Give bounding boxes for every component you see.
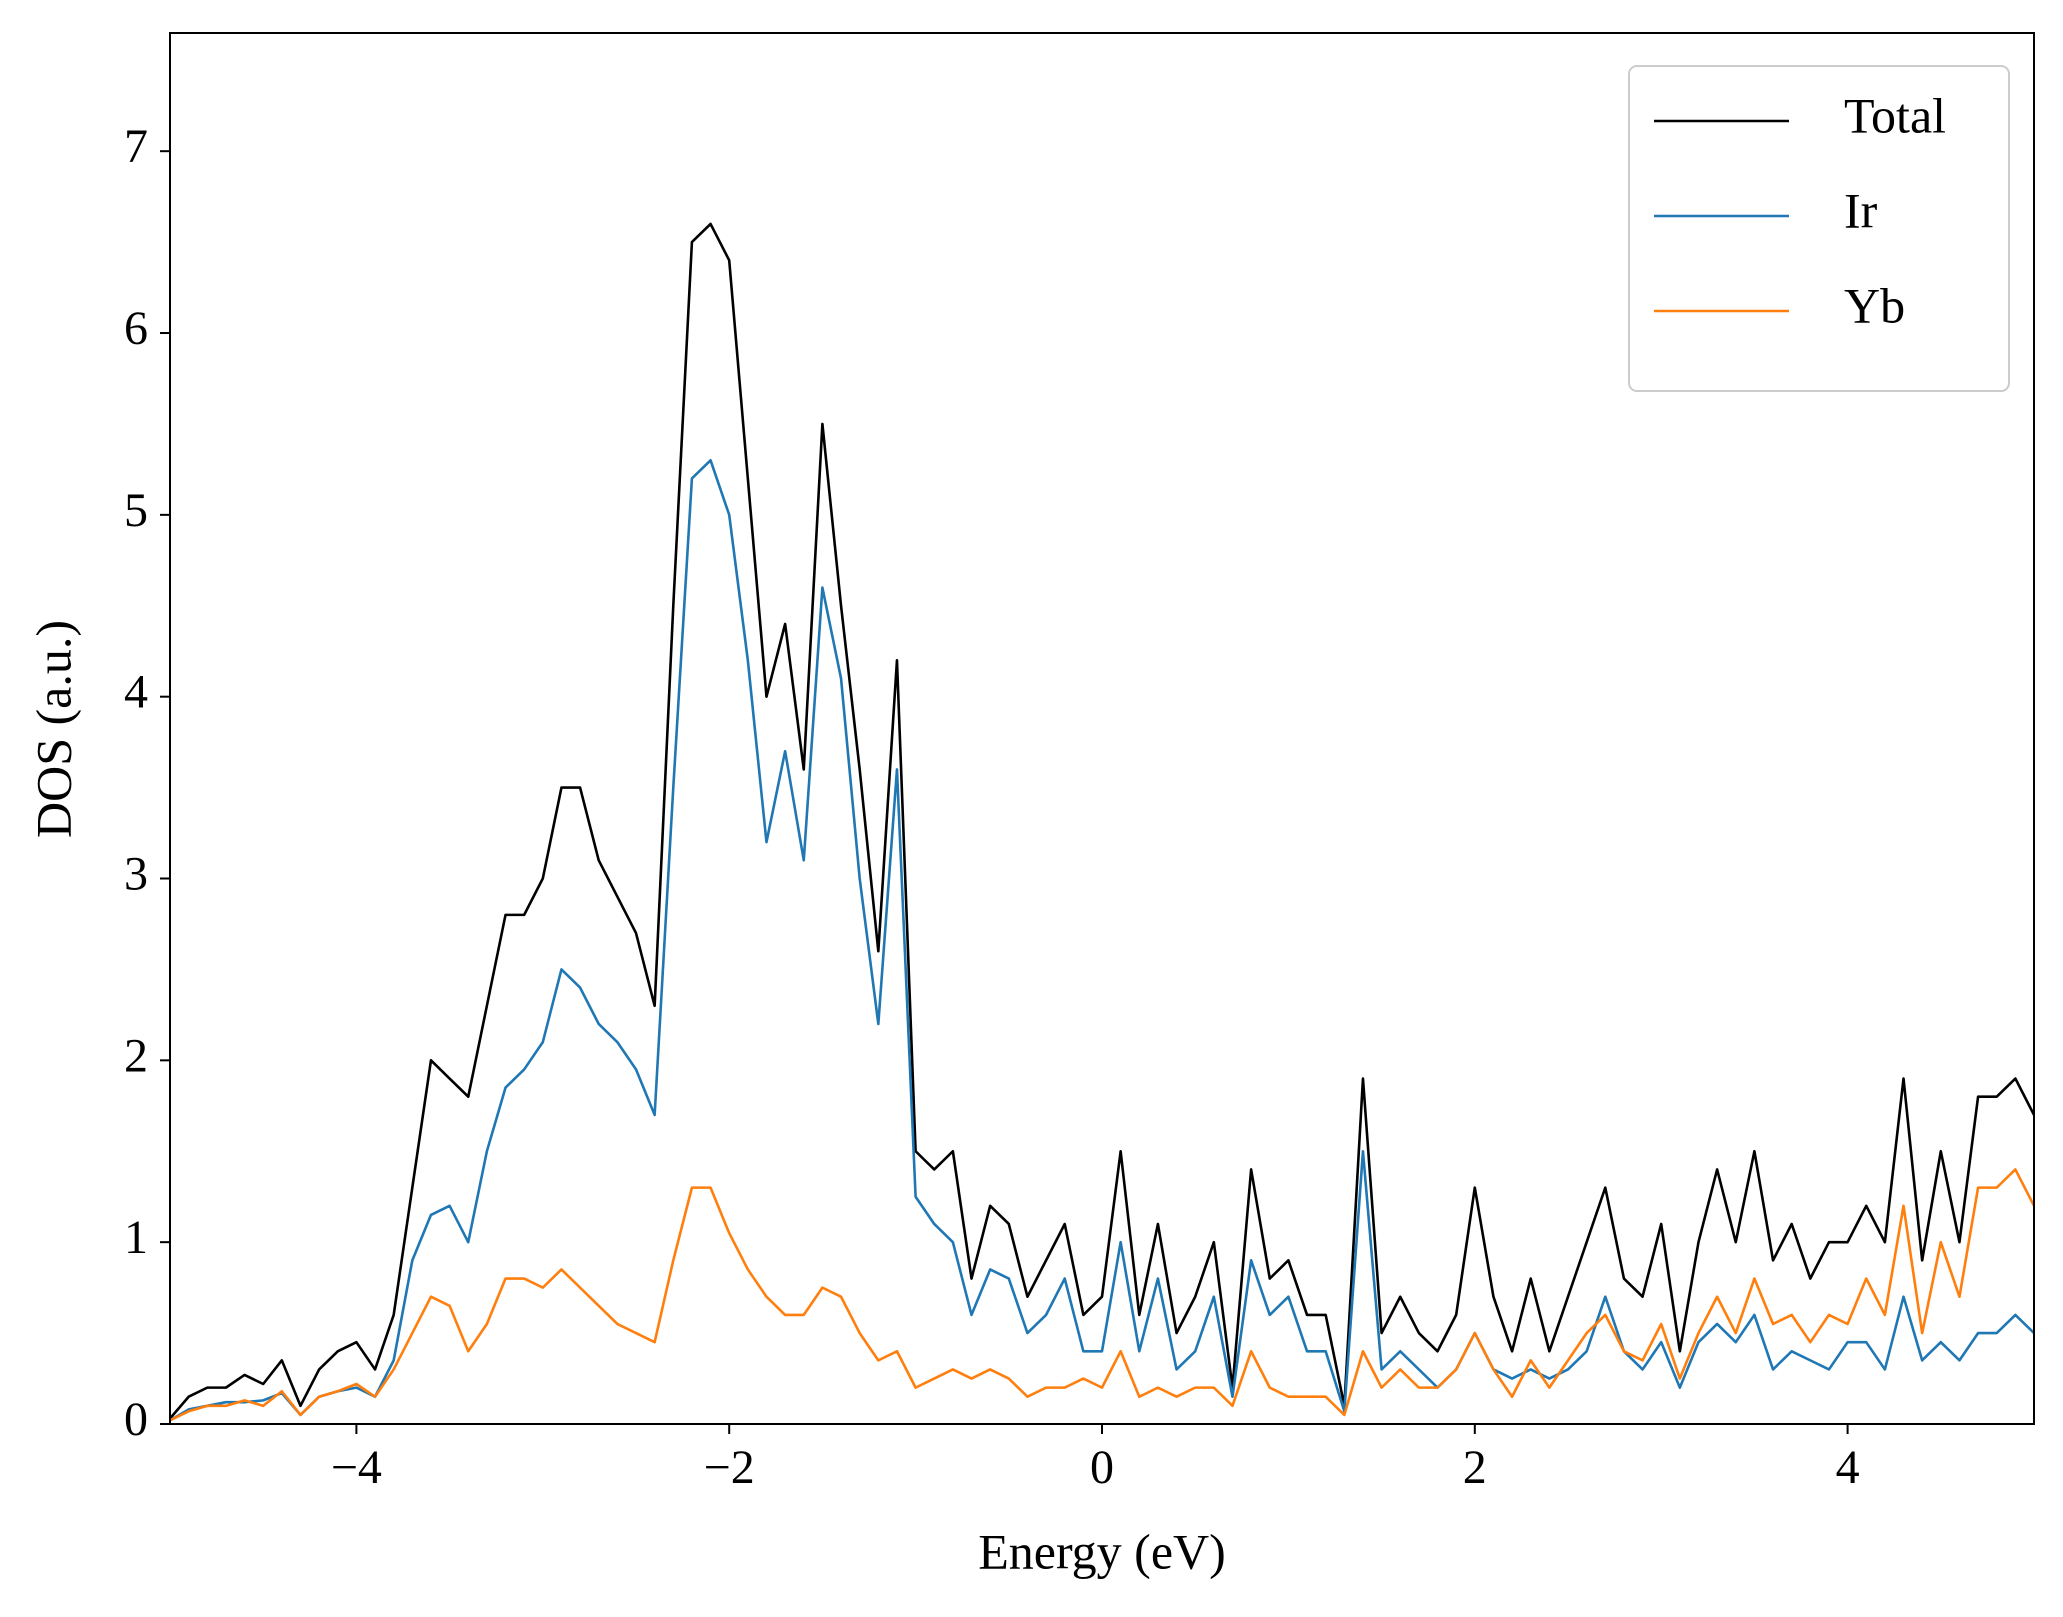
y-axis-label: DOS (a.u.) <box>25 620 81 838</box>
x-tick-label: −4 <box>331 1441 382 1494</box>
x-tick-label: 0 <box>1090 1441 1114 1494</box>
series-line <box>170 222 2034 1420</box>
legend-box <box>1628 65 2010 392</box>
y-tick-label: 6 <box>124 302 148 355</box>
series-line <box>170 1168 2034 1422</box>
x-tick-label: 2 <box>1463 1441 1487 1494</box>
legend-label: Ir <box>1844 182 1878 238</box>
series-line <box>170 458 2034 1422</box>
y-tick-label: 1 <box>124 1211 148 1264</box>
y-tick-label: 7 <box>124 120 148 173</box>
y-tick-label: 3 <box>124 848 148 901</box>
y-tick-label: 2 <box>124 1029 148 1082</box>
y-tick-label: 5 <box>124 484 148 537</box>
x-axis-label: Energy (eV) <box>978 1523 1226 1579</box>
legend-label: Total <box>1844 87 1946 143</box>
y-tick-label: 4 <box>124 666 148 719</box>
x-tick-label: 4 <box>1836 1441 1860 1494</box>
legend-label: Yb <box>1844 277 1905 333</box>
y-tick-label: 0 <box>124 1393 148 1446</box>
x-tick-label: −2 <box>704 1441 755 1494</box>
